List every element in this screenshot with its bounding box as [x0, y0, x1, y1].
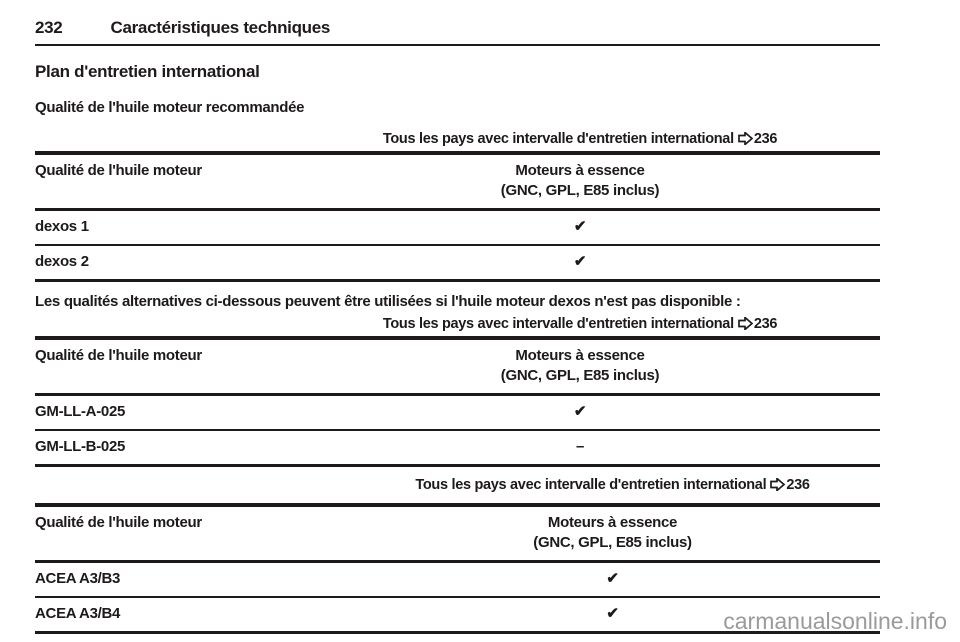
approval-mark: ✔ [573, 253, 587, 270]
table-row: dexos 1 ✔ [35, 210, 880, 245]
subsection-title: Qualité de l'huile moteur recommandée [35, 99, 305, 116]
approval-mark: ✔ [573, 403, 587, 420]
oil-quality-label: ACEA A3/B3 [35, 570, 121, 587]
table-caption: Tous les pays avec intervalle d'entretie… [280, 130, 880, 148]
page-reference-arrow-icon [737, 315, 754, 332]
engine-type-label: Moteurs à essence [547, 514, 678, 531]
table-row: dexos 2 ✔ [35, 245, 880, 281]
engine-type-label: Moteurs à essence [515, 347, 645, 364]
approval-mark: ✔ [606, 605, 619, 622]
caption-text: Tous les pays avec intervalle d'entretie… [415, 477, 767, 493]
engine-type-label: Moteurs à essence [515, 162, 645, 179]
oil-quality-column-header: Qualité de l'huile moteur [35, 347, 202, 364]
table-header-row: Qualité de l'huile moteur Moteurs à esse… [35, 338, 880, 395]
watermark-link[interactable]: carmanualsonline.info [723, 608, 947, 634]
approval-mark: ✔ [606, 570, 619, 587]
page-reference-arrow-icon [770, 476, 786, 493]
caption-text: Tous les pays avec intervalle d'entretie… [382, 131, 734, 147]
oil-quality-table-gmll: Qualité de l'huile moteur Moteurs à esse… [35, 336, 880, 467]
chapter-title: Caractéristiques techniques [110, 18, 331, 37]
oil-quality-label: ACEA A3/B4 [35, 605, 121, 622]
alternative-qualities-paragraph: Les qualités alternatives ci-dessous peu… [35, 293, 741, 310]
engine-type-sublabel: (GNC, GPL, E85 inclus) [533, 534, 692, 551]
section-title: Plan d'entretien international [35, 62, 260, 81]
running-header: 232 Caractéristiques techniques [35, 18, 880, 38]
engine-column-header: Moteurs à essence (GNC, GPL, E85 inclus) [345, 505, 880, 562]
table-row: ACEA A3/B4 ✔ [35, 597, 880, 633]
caption-page-ref: 236 [753, 316, 778, 332]
caption-page-ref: 236 [753, 131, 778, 147]
table-header-row: Qualité de l'huile moteur Moteurs à esse… [35, 153, 880, 210]
oil-quality-label: GM-LL-A-025 [35, 403, 126, 420]
table-row: ACEA A3/B3 ✔ [35, 562, 880, 597]
table-row: GM-LL-B-025 – [35, 430, 880, 466]
caption-page-ref: 236 [786, 477, 810, 493]
table-caption: Tous les pays avec intervalle d'entretie… [345, 476, 880, 494]
oil-quality-column-header: Qualité de l'huile moteur [35, 162, 202, 179]
oil-quality-label: dexos 2 [35, 253, 89, 270]
table-caption: Tous les pays avec intervalle d'entretie… [280, 315, 880, 333]
oil-quality-table-dexos: Qualité de l'huile moteur Moteurs à esse… [35, 151, 880, 282]
oil-quality-label: dexos 1 [35, 218, 89, 235]
engine-type-sublabel: (GNC, GPL, E85 inclus) [500, 367, 660, 384]
header-rule [35, 44, 880, 46]
page-number: 232 [35, 18, 63, 37]
caption-text: Tous les pays avec intervalle d'entretie… [382, 316, 734, 332]
table-header-row: Qualité de l'huile moteur Moteurs à esse… [35, 505, 880, 562]
engine-column-header: Moteurs à essence (GNC, GPL, E85 inclus) [280, 338, 880, 395]
oil-quality-column-header: Qualité de l'huile moteur [35, 514, 202, 531]
table-row: GM-LL-A-025 ✔ [35, 395, 880, 430]
engine-type-sublabel: (GNC, GPL, E85 inclus) [500, 182, 660, 199]
page-content: 232 Caractéristiques techniques Plan d'e… [35, 18, 880, 634]
oil-quality-label: GM-LL-B-025 [35, 438, 126, 455]
page-reference-arrow-icon [737, 130, 754, 147]
engine-column-header: Moteurs à essence (GNC, GPL, E85 inclus) [280, 153, 880, 210]
approval-mark: – [575, 438, 585, 455]
approval-mark: ✔ [573, 218, 587, 235]
oil-quality-table-acea: Qualité de l'huile moteur Moteurs à esse… [35, 503, 880, 634]
